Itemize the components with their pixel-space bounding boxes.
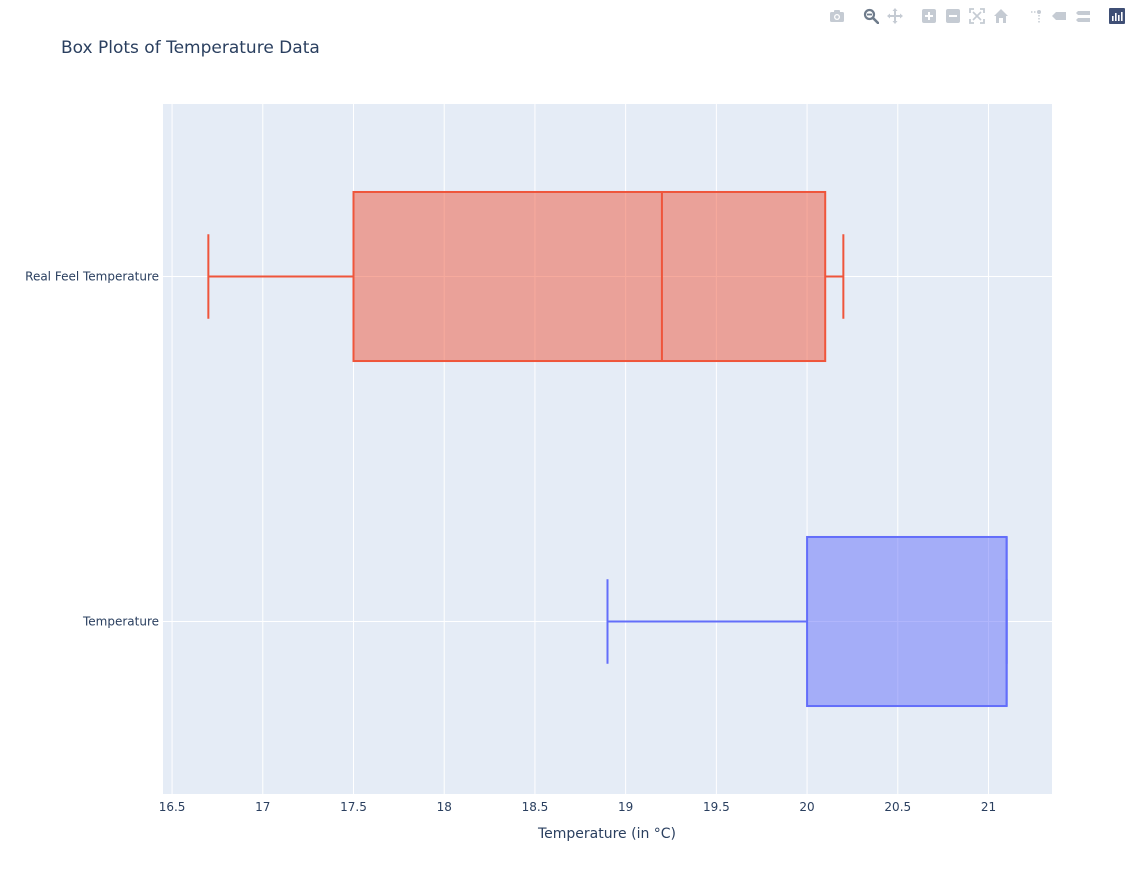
iqr-box	[806, 535, 1008, 708]
zoom-in-icon	[922, 9, 936, 23]
camera-icon	[830, 10, 844, 22]
y-axis-categories: Temperature Real Feel Temperature	[25, 270, 159, 629]
x-tick-label: 18.5	[522, 800, 549, 814]
x-tick-label: 21	[981, 800, 996, 814]
plotly-logo-button[interactable]	[1105, 6, 1129, 26]
x-axis-ticks: 16.5 17 17.5 18 18.5 19 19.5 20 20.5 21	[159, 800, 996, 814]
y-category-label: Temperature	[82, 615, 159, 629]
modebar-group	[1105, 6, 1129, 26]
home-button[interactable]	[989, 6, 1013, 26]
spike-lines-icon	[1031, 10, 1041, 23]
modebar-group	[825, 6, 849, 26]
boxes-layer	[207, 190, 1008, 708]
modebar	[815, 6, 1129, 26]
autoscale-button[interactable]	[965, 6, 989, 26]
plotly-logo-icon	[1109, 8, 1125, 24]
y-category-label: Real Feel Temperature	[25, 270, 159, 284]
x-axis-title: Temperature (in °C)	[537, 826, 676, 842]
pan-icon	[887, 8, 903, 24]
modebar-group	[1023, 6, 1095, 26]
x-tick-label: 20	[799, 800, 814, 814]
zoom-button[interactable]	[859, 6, 883, 26]
modebar-group	[917, 6, 1013, 26]
zoom-in-button[interactable]	[917, 6, 941, 26]
spike-lines-button[interactable]	[1023, 6, 1047, 26]
x-tick-label: 17.5	[340, 800, 367, 814]
hover-closest-button[interactable]	[1047, 6, 1071, 26]
autoscale-icon	[969, 8, 985, 24]
zoom-out-icon	[946, 9, 960, 23]
box-trace[interactable]	[606, 535, 1008, 708]
zoom-icon	[863, 8, 879, 24]
zoom-out-button[interactable]	[941, 6, 965, 26]
x-tick-label: 19.5	[703, 800, 730, 814]
x-tick-label: 18	[437, 800, 452, 814]
hover-closest-icon	[1052, 12, 1066, 20]
chart-title: Box Plots of Temperature Data	[61, 38, 320, 58]
x-tick-label: 19	[618, 800, 633, 814]
camera-button[interactable]	[825, 6, 849, 26]
modebar-group	[859, 6, 907, 26]
x-tick-label: 17	[255, 800, 270, 814]
hover-compare-icon	[1076, 11, 1090, 22]
x-tick-label: 16.5	[159, 800, 186, 814]
box-trace[interactable]	[207, 190, 845, 363]
hover-compare-button[interactable]	[1071, 6, 1095, 26]
iqr-box	[352, 190, 827, 363]
home-icon	[994, 9, 1008, 23]
pan-button[interactable]	[883, 6, 907, 26]
x-tick-label: 20.5	[884, 800, 911, 814]
